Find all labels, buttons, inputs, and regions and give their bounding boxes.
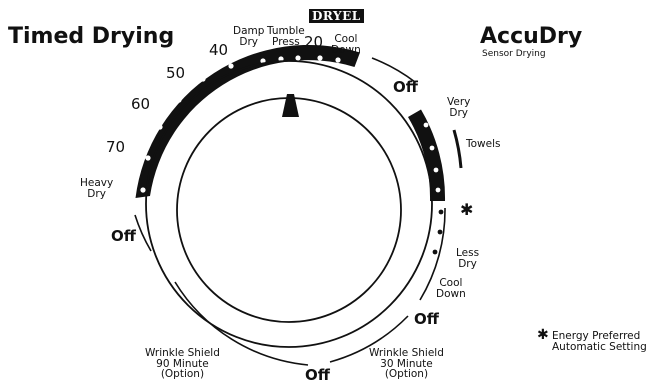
knob-inner-ring[interactable]: [176, 97, 402, 323]
time-label-20[interactable]: 20: [304, 33, 324, 51]
dryel-logo: DRYEL: [309, 9, 364, 23]
off-left-label[interactable]: Off: [111, 227, 136, 245]
accudry-heading: AccuDry: [480, 24, 583, 49]
less-dry-label[interactable]: Less Dry: [456, 247, 480, 270]
outer-ring-top-right-line: [371, 57, 416, 83]
heavy-dry-label[interactable]: Heavy Dry: [80, 177, 114, 200]
cool-down-right-label[interactable]: Cool Down: [436, 277, 466, 300]
towels-label[interactable]: Towels: [466, 138, 501, 150]
very-dry-label[interactable]: Very Dry: [447, 96, 471, 119]
time-label-70[interactable]: 70: [106, 138, 126, 156]
wrinkle-shield-90-label[interactable]: Wrinkle Shield 90 Minute (Option): [145, 347, 220, 380]
off-bottom-label[interactable]: Off: [305, 366, 330, 384]
outer-ring-right-line: [419, 207, 446, 301]
off-top-label[interactable]: Off: [393, 78, 418, 96]
energy-preferred-marker: ✱: [460, 200, 474, 219]
towels-bracket: [452, 129, 463, 169]
accudry-subheading: Sensor Drying: [482, 49, 546, 59]
timed-dots: [140, 55, 341, 193]
time-label-60[interactable]: 60: [131, 95, 151, 113]
tumble-press-label[interactable]: Tumble Press: [267, 25, 305, 48]
wrinkle-shield-30-label[interactable]: Wrinkle Shield 30 Minute (Option): [369, 347, 444, 380]
time-label-40[interactable]: 40: [209, 41, 229, 59]
outer-ring-upper-left-line: [134, 214, 152, 252]
sensor-drying-arc: [408, 109, 446, 201]
timed-drying-heading: Timed Drying: [8, 24, 175, 49]
sensor-dots: [423, 122, 441, 193]
knob-pointer: [282, 94, 299, 117]
off-right-label[interactable]: Off: [414, 310, 439, 328]
footnote-text: Energy Preferred Automatic Setting: [552, 330, 647, 353]
knob-outer-ring[interactable]: [145, 60, 433, 348]
footnote-star-icon: ✱: [537, 327, 549, 343]
sensor-lower-dots: [432, 209, 444, 255]
outer-ring-bottom-right-line: [329, 315, 409, 363]
outer-ring-bottom-left-line: [174, 281, 309, 366]
damp-dry-label[interactable]: Damp Dry: [233, 25, 265, 48]
cool-down-top-label[interactable]: Cool Down: [331, 33, 361, 56]
time-label-50[interactable]: 50: [166, 64, 186, 82]
